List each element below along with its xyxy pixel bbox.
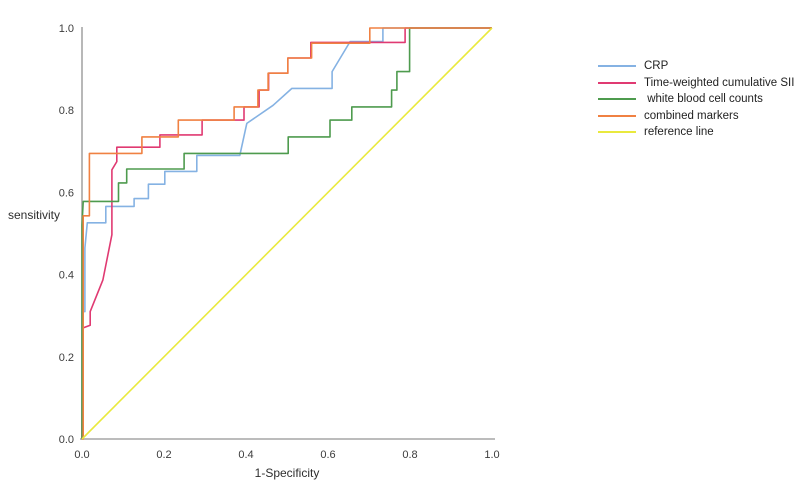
x-tick-label: 0.2 bbox=[156, 449, 171, 461]
roc-curve-crp bbox=[81, 27, 492, 439]
legend-label: combined markers bbox=[644, 109, 739, 122]
legend-item-reference-line: reference line bbox=[598, 124, 794, 141]
legend-item-crp: CRP bbox=[598, 58, 794, 75]
y-tick-label: 0.4 bbox=[59, 270, 74, 282]
x-tick-label: 0.0 bbox=[74, 449, 89, 461]
legend-swatch-time-weighted-cumulative-sii bbox=[598, 81, 636, 84]
y-tick-label: 0.6 bbox=[59, 187, 74, 199]
y-axis-tick-labels: 0.0 0.2 0.4 0.6 0.8 1.0 bbox=[59, 23, 74, 446]
x-axis-title: 1-Specificity bbox=[254, 466, 320, 480]
legend-item-white-blood-cell-counts: white blood cell counts bbox=[598, 91, 794, 108]
legend-swatch-crp bbox=[598, 65, 636, 68]
legend-label: Time-weighted cumulative SII bbox=[644, 76, 795, 89]
legend-item-time-weighted-cumulative-sii: Time-weighted cumulative SII bbox=[598, 75, 794, 92]
y-axis-title: sensitivity bbox=[8, 208, 61, 222]
y-tick-label: 0.0 bbox=[59, 434, 74, 446]
x-tick-label: 0.6 bbox=[320, 449, 335, 461]
legend-swatch-combined-markers bbox=[598, 114, 636, 117]
y-tick-label: 0.2 bbox=[59, 352, 74, 364]
legend-label: white blood cell counts bbox=[644, 93, 763, 106]
roc-curve-combined-markers bbox=[82, 27, 492, 440]
legend: CRP Time-weighted cumulative SII white bl… bbox=[598, 58, 794, 141]
legend-swatch-white-blood-cell-counts bbox=[598, 98, 636, 101]
legend-swatch-reference-line bbox=[598, 131, 636, 134]
roc-curve-reference-line bbox=[81, 27, 493, 440]
legend-label: reference line bbox=[644, 126, 714, 139]
y-tick-label: 0.8 bbox=[59, 105, 74, 117]
roc-curves bbox=[81, 27, 493, 440]
x-tick-label: 1.0 bbox=[484, 449, 499, 461]
x-axis-tick-labels: 0.0 0.2 0.4 0.6 0.8 1.0 bbox=[74, 449, 499, 461]
legend-label: CRP bbox=[644, 60, 669, 73]
y-tick-label: 1.0 bbox=[59, 23, 74, 35]
x-tick-label: 0.8 bbox=[402, 449, 417, 461]
roc-curve-white-blood-cell-counts bbox=[81, 27, 492, 439]
x-tick-label: 0.4 bbox=[238, 449, 253, 461]
legend-item-combined-markers: combined markers bbox=[598, 108, 794, 125]
